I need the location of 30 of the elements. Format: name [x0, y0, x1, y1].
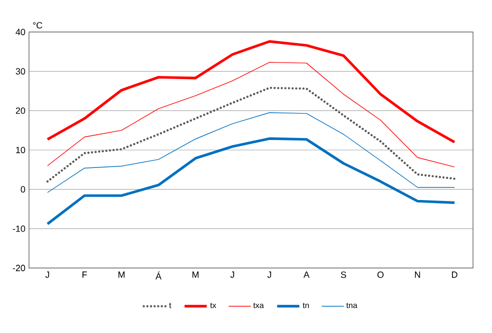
x-tick-label: J: [267, 272, 272, 278]
y-tick-label: 40: [16, 28, 26, 36]
y-tick-label: 10: [16, 146, 26, 154]
line-series: [46, 40, 456, 144]
y-tick-label: -20: [12, 264, 26, 272]
legend-label: tna: [346, 302, 358, 308]
x-tick-label: O: [377, 272, 384, 278]
legend-label: txa: [253, 302, 264, 308]
line-series: [46, 137, 456, 226]
x-tick-label: Á: [156, 272, 162, 280]
legend-label: tx: [210, 302, 216, 308]
x-tick-label: J: [230, 272, 234, 278]
x-tick-label: F: [82, 272, 87, 278]
legend-label: tn: [302, 302, 309, 308]
x-tick-label: M: [118, 272, 125, 278]
y-tick-label: 30: [16, 68, 26, 75]
x-tick-label: D: [452, 272, 458, 278]
y-tick-label: 20: [16, 107, 26, 114]
y-axis-title: °C: [33, 22, 42, 28]
x-tick-label: M: [192, 272, 199, 278]
x-tick-label: A: [304, 272, 310, 278]
legend-label: t: [169, 302, 172, 308]
x-tick-label: S: [340, 272, 346, 278]
line-series: [47, 112, 455, 193]
y-tick-label: -10: [12, 225, 26, 232]
x-tick-label: N: [414, 272, 420, 278]
line-series: [46, 86, 456, 183]
y-tick-label: 0: [20, 186, 26, 193]
line-series: [47, 62, 455, 168]
x-tick-label: J: [45, 272, 50, 278]
